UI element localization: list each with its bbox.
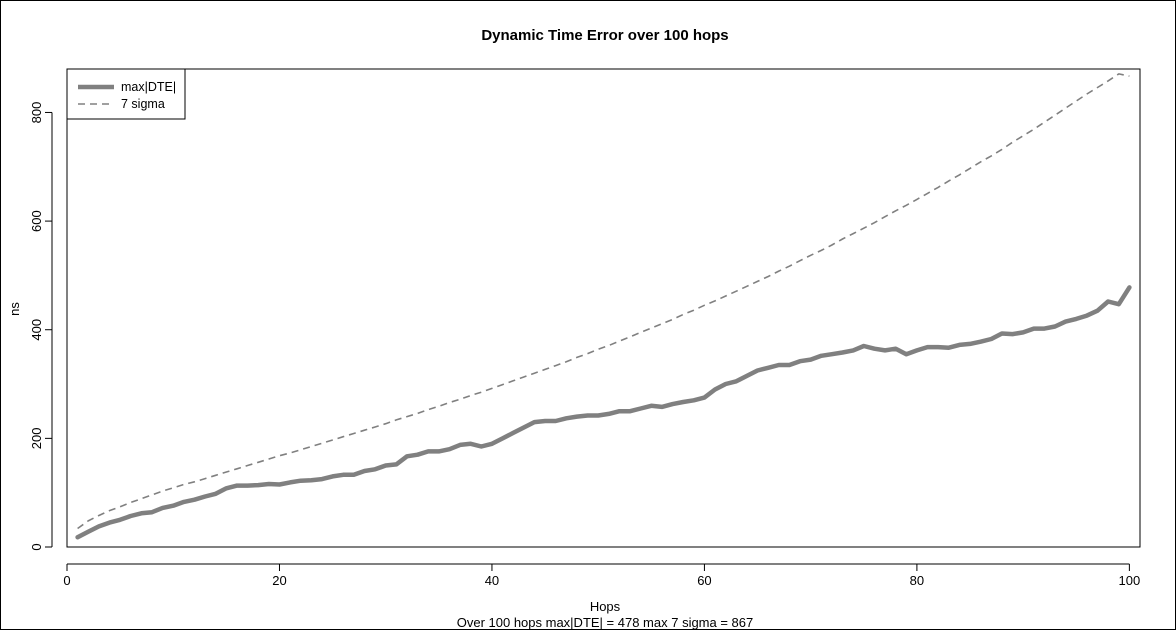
chart-subtitle: Over 100 hops max|DTE| = 478 max 7 sigma… [457,615,754,629]
x-tick-label-20: 20 [272,573,286,588]
x-axis-label: Hops [590,599,621,614]
plot-area-border [66,68,1141,548]
series-layer [75,73,1132,540]
x-tick-label-80: 80 [910,573,924,588]
series-line-max-dte [75,285,1132,540]
legend-box [66,68,186,120]
y-tick-label-200: 200 [29,428,44,450]
legend-label-7-sigma: 7 sigma [121,97,165,111]
y-tick-label-800: 800 [29,102,44,124]
y-axis-label: ns [7,302,22,316]
y-axis: 0 200 400 600 800 [29,102,53,551]
series-line-7-sigma [77,73,1130,530]
legend-label-max-dte: max|DTE| [121,80,176,94]
y-tick-label-600: 600 [29,210,44,232]
x-tick-label-40: 40 [485,573,499,588]
legend: max|DTE| 7 sigma [66,68,186,120]
y-tick-label-0: 0 [29,543,44,550]
x-tick-label-60: 60 [697,573,711,588]
x-axis: 0 20 40 60 80 100 [63,563,1141,588]
x-tick-label-100: 100 [1119,573,1141,588]
x-tick-label-0: 0 [63,573,70,588]
y-tick-label-400: 400 [29,319,44,341]
chart-title: Dynamic Time Error over 100 hops [481,27,728,44]
